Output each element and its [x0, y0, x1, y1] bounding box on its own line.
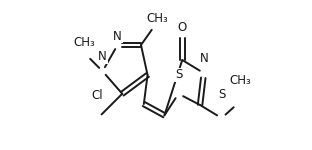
Text: S: S	[175, 69, 182, 81]
Text: N: N	[98, 51, 107, 63]
Text: N: N	[199, 52, 208, 65]
Text: S: S	[218, 88, 225, 101]
Text: CH₃: CH₃	[230, 75, 251, 87]
Text: CH₃: CH₃	[146, 12, 168, 24]
Text: Cl: Cl	[91, 89, 103, 102]
Text: N: N	[113, 30, 122, 42]
Text: CH₃: CH₃	[73, 36, 95, 48]
Text: O: O	[178, 21, 187, 33]
